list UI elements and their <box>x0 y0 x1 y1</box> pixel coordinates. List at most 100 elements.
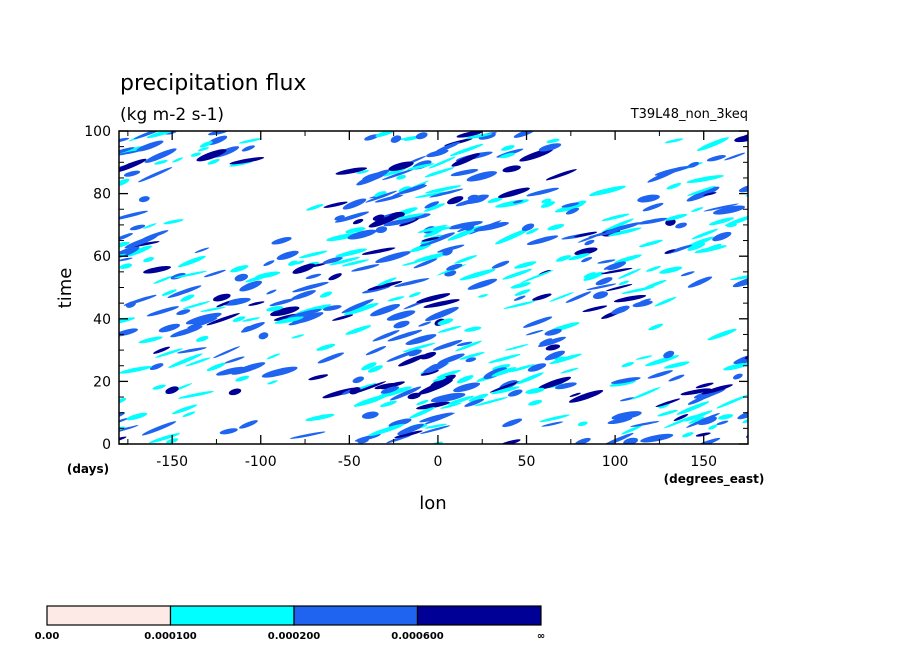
precip-streak <box>761 213 773 219</box>
precip-streak <box>329 256 360 266</box>
precip-streak <box>619 397 635 402</box>
x-tick-label: 0 <box>433 454 442 470</box>
precip-streak <box>673 414 689 422</box>
precip-streak <box>621 286 655 294</box>
precip-streak <box>423 412 455 425</box>
precip-streak <box>561 202 580 208</box>
precip-streak <box>508 364 535 373</box>
precip-streak <box>446 263 463 271</box>
precip-streak <box>119 178 130 187</box>
precip-streak <box>504 344 529 351</box>
precip-streak <box>185 357 211 367</box>
precip-streak <box>617 268 642 279</box>
precip-streak <box>397 423 424 436</box>
precip-streak <box>238 138 262 144</box>
precip-streak <box>322 305 342 311</box>
precip-streak <box>396 174 407 180</box>
precip-streak <box>143 257 155 263</box>
precip-streak <box>291 290 316 300</box>
y-tick-label: 100 <box>84 124 111 140</box>
precip-streak <box>565 291 592 303</box>
precip-streak <box>466 171 498 182</box>
precip-streak <box>465 133 493 139</box>
precip-streak <box>335 167 368 175</box>
precip-streak <box>345 227 366 234</box>
precip-streak <box>752 415 770 423</box>
precip-streak <box>416 401 450 410</box>
precip-streak <box>465 357 477 363</box>
precip-streak <box>688 416 705 424</box>
precip-streak <box>453 382 481 393</box>
precip-streak <box>477 294 488 298</box>
precip-streak <box>687 161 700 168</box>
precip-streak <box>659 266 683 274</box>
precip-streak <box>393 320 410 329</box>
precip-streak <box>180 294 195 302</box>
precip-streak <box>450 169 479 177</box>
precip-streak <box>408 292 421 298</box>
precip-streak <box>532 293 552 301</box>
precip-streak <box>149 363 164 371</box>
colorbar-label: ∞ <box>537 631 545 642</box>
colorbar-label: 0.000600 <box>391 631 444 642</box>
precip-streak <box>648 323 664 331</box>
precip-streak <box>707 328 737 341</box>
precip-streak <box>440 402 462 409</box>
precip-streak <box>584 239 595 246</box>
precip-streak <box>541 421 564 427</box>
precip-streak <box>138 336 163 344</box>
precip-streak <box>514 289 531 296</box>
precip-streak <box>374 383 396 390</box>
precip-streak <box>332 314 354 321</box>
precip-streak <box>454 255 478 264</box>
precip-streak <box>724 152 746 161</box>
precip-streak <box>664 415 696 429</box>
precip-streak <box>351 264 380 272</box>
y-tick-label: 80 <box>93 187 111 203</box>
y-axis-units: (days) <box>67 462 109 476</box>
precip-streak <box>345 325 372 335</box>
precip-streak <box>234 273 249 282</box>
precip-streak <box>182 411 196 417</box>
precip-streak <box>119 147 135 158</box>
precip-streak <box>716 395 748 409</box>
precip-streak <box>328 273 342 281</box>
precip-streak <box>712 231 732 242</box>
precip-streak <box>152 384 166 390</box>
precip-streak <box>611 411 642 420</box>
precip-streak <box>738 183 748 193</box>
precip-streak <box>565 207 580 215</box>
precip-streak <box>123 294 157 306</box>
precip-streak <box>207 159 220 165</box>
precip-streak <box>733 373 743 380</box>
colorbar-swatch <box>169 605 295 626</box>
precip-streak <box>305 273 322 280</box>
precip-streak <box>425 185 462 194</box>
precip-streak <box>693 390 723 403</box>
precip-streak <box>119 263 133 269</box>
precip-streak <box>538 143 562 152</box>
precip-streak <box>241 145 255 152</box>
precip-streak <box>176 309 191 316</box>
precip-streak <box>730 273 748 281</box>
precip-streak <box>419 425 451 434</box>
x-axis-label: lon <box>419 493 446 514</box>
precip-streak <box>544 328 562 336</box>
x-tick-label: -50 <box>338 454 361 470</box>
precip-streak <box>390 135 402 143</box>
run-label: T39L48_non_3keq <box>630 107 748 122</box>
precip-streak <box>549 292 574 302</box>
precip-streak <box>219 428 238 435</box>
precip-streak <box>428 170 444 176</box>
precip-streak <box>437 318 454 326</box>
precip-streak <box>305 413 335 422</box>
precip-streak <box>288 260 298 266</box>
precip-streak <box>200 306 226 312</box>
precip-streak <box>372 330 400 342</box>
precip-streak <box>757 330 776 342</box>
precip-streak <box>395 213 425 220</box>
chart-title: precipitation flux <box>120 71 306 96</box>
precip-streak <box>501 145 515 151</box>
precip-streak <box>716 420 729 426</box>
precip-streak <box>187 317 218 329</box>
